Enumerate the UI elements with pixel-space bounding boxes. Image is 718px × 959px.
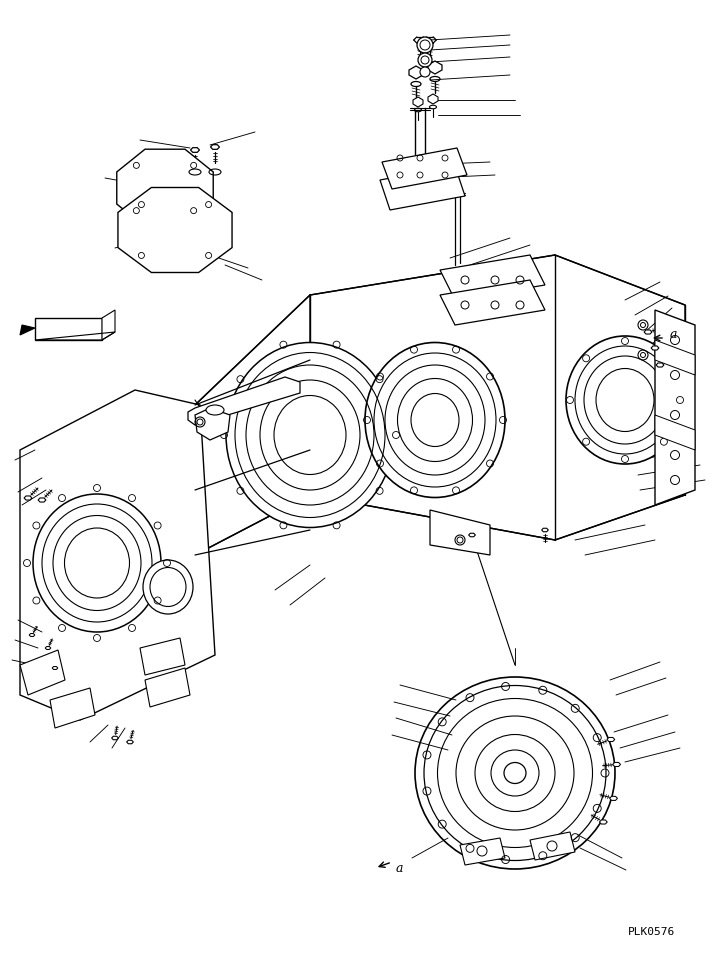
Polygon shape — [20, 390, 215, 720]
Polygon shape — [382, 148, 467, 189]
Polygon shape — [111, 737, 118, 739]
Polygon shape — [117, 150, 213, 226]
Polygon shape — [460, 838, 505, 865]
Ellipse shape — [226, 342, 394, 527]
Polygon shape — [612, 762, 620, 766]
Polygon shape — [20, 325, 35, 335]
Polygon shape — [413, 97, 423, 107]
Polygon shape — [651, 346, 659, 350]
Polygon shape — [118, 188, 232, 272]
Text: PLK0576: PLK0576 — [628, 927, 675, 937]
Polygon shape — [29, 634, 34, 637]
Polygon shape — [656, 363, 664, 367]
Polygon shape — [190, 148, 200, 152]
Polygon shape — [541, 528, 549, 531]
Text: a: a — [396, 861, 404, 875]
Text: FWD: FWD — [42, 323, 75, 337]
Polygon shape — [430, 510, 490, 555]
Polygon shape — [310, 255, 685, 540]
Polygon shape — [38, 498, 46, 503]
Circle shape — [420, 67, 430, 77]
Polygon shape — [644, 330, 652, 334]
Ellipse shape — [206, 405, 224, 415]
Polygon shape — [45, 646, 51, 649]
Ellipse shape — [415, 677, 615, 869]
Circle shape — [418, 53, 432, 67]
Polygon shape — [380, 166, 465, 210]
Polygon shape — [655, 310, 695, 505]
Polygon shape — [610, 796, 617, 801]
Polygon shape — [145, 668, 190, 707]
Ellipse shape — [33, 494, 161, 632]
Polygon shape — [50, 688, 95, 728]
Polygon shape — [52, 667, 58, 669]
Polygon shape — [35, 318, 102, 340]
Polygon shape — [195, 295, 310, 555]
Polygon shape — [655, 340, 695, 375]
Ellipse shape — [566, 336, 684, 464]
Polygon shape — [469, 533, 475, 537]
Polygon shape — [195, 408, 230, 440]
Polygon shape — [440, 280, 545, 325]
Polygon shape — [20, 650, 65, 695]
Ellipse shape — [143, 560, 193, 614]
Polygon shape — [600, 820, 607, 824]
Polygon shape — [655, 415, 695, 450]
Polygon shape — [140, 638, 185, 675]
Polygon shape — [210, 145, 220, 150]
Polygon shape — [409, 66, 423, 79]
Text: a: a — [670, 329, 678, 341]
Polygon shape — [24, 496, 32, 500]
Ellipse shape — [365, 342, 505, 498]
Circle shape — [417, 37, 433, 53]
Polygon shape — [428, 61, 442, 74]
Polygon shape — [428, 94, 438, 104]
Polygon shape — [102, 310, 115, 340]
Polygon shape — [126, 740, 134, 744]
Polygon shape — [530, 832, 575, 860]
Polygon shape — [607, 737, 615, 741]
Polygon shape — [440, 255, 545, 300]
Polygon shape — [188, 377, 300, 425]
